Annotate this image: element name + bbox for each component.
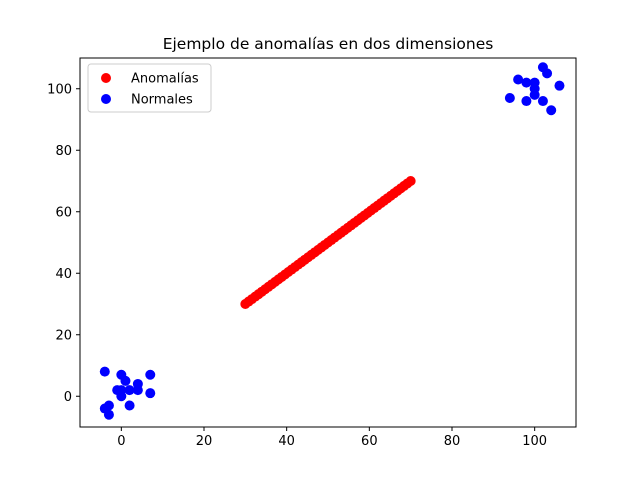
x-tick-label: 0 — [117, 434, 125, 449]
normal-point — [529, 89, 540, 100]
legend-box — [87, 63, 212, 113]
normal-point — [99, 366, 110, 377]
anomaly-point — [405, 176, 416, 186]
y-tick-label: 40 — [55, 267, 72, 282]
x-tick-label: 100 — [522, 434, 547, 449]
legend-label-anomalias: Anomalías — [131, 72, 199, 87]
y-tick-label: 20 — [55, 328, 72, 343]
normal-point — [542, 68, 553, 79]
normal-point — [145, 388, 156, 399]
normal-point — [145, 369, 156, 380]
normal-point — [103, 409, 114, 420]
normal-point — [554, 80, 565, 91]
y-tick-label: 80 — [55, 144, 72, 159]
normal-point — [116, 391, 127, 402]
normal-point — [537, 96, 548, 107]
y-tick-label: 100 — [47, 82, 72, 97]
chart-title: Ejemplo de anomalías en dos dimensiones — [163, 35, 494, 53]
data-marks — [99, 62, 565, 420]
axes: 0 20 40 60 80 100 0 20 40 60 80 100 — [47, 57, 577, 449]
legend-marker-normales — [101, 94, 111, 104]
normal-point — [546, 105, 557, 116]
x-tick-label: 80 — [444, 434, 461, 449]
plot-frame — [79, 57, 577, 428]
legend-marker-anomalias — [101, 73, 111, 83]
normal-point — [521, 77, 532, 88]
normal-point — [124, 400, 135, 411]
y-tick-label: 0 — [64, 390, 72, 405]
normal-point — [124, 385, 135, 396]
x-tick-label: 60 — [361, 434, 378, 449]
legend-label-normales: Normales — [131, 93, 193, 108]
x-tick-label: 20 — [196, 434, 213, 449]
x-tick-label: 40 — [278, 434, 295, 449]
normal-point — [103, 400, 114, 411]
normal-point — [513, 74, 524, 85]
normal-point — [504, 92, 515, 103]
normal-point — [521, 96, 532, 107]
legend: Anomalías Normales — [87, 63, 212, 113]
y-tick-label: 60 — [55, 205, 72, 220]
normal-point — [132, 385, 143, 396]
normal-point — [120, 375, 131, 386]
